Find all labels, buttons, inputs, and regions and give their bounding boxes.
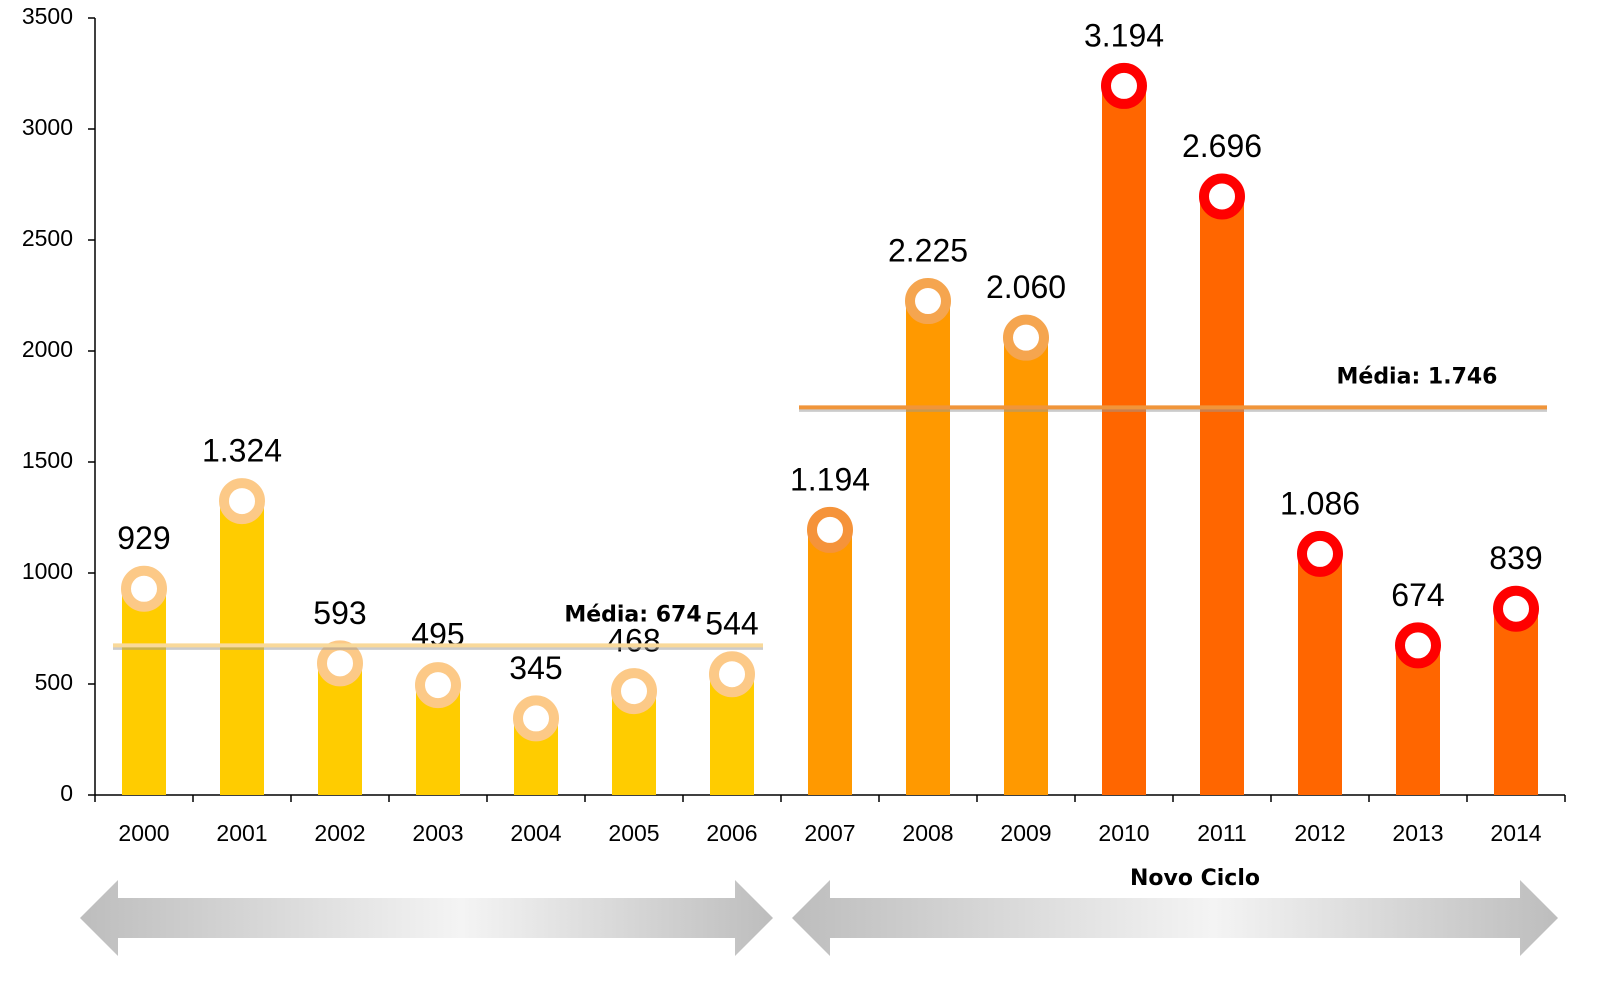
- marker: [513, 695, 559, 742]
- marker: [709, 651, 755, 698]
- y-tick-label: 3500: [22, 3, 73, 29]
- bar: [1396, 645, 1440, 795]
- value-label: 345: [509, 650, 562, 686]
- bar: [1494, 608, 1538, 795]
- y-tick-label: 2000: [22, 336, 73, 362]
- bar: [808, 529, 852, 795]
- x-tick-label: 2014: [1490, 820, 1541, 846]
- y-tick-label: 1500: [22, 447, 73, 473]
- marker: [905, 278, 951, 325]
- y-tick-label: 500: [35, 669, 73, 695]
- value-label: 1.194: [790, 461, 870, 497]
- x-tick-label: 2006: [706, 820, 757, 846]
- marker: [611, 668, 657, 715]
- average-label: Média: 674: [564, 602, 701, 627]
- x-tick-label: 2013: [1392, 820, 1443, 846]
- value-label: 544: [705, 606, 758, 642]
- bar: [1200, 196, 1244, 795]
- y-tick-label: 0: [60, 780, 73, 806]
- value-label: 593: [313, 595, 366, 631]
- x-tick-label: 2010: [1098, 820, 1149, 846]
- value-label: 2.696: [1182, 128, 1262, 164]
- bar: [1004, 337, 1048, 795]
- bar: [1298, 553, 1342, 795]
- bar: [1102, 85, 1146, 795]
- y-tick-label: 2500: [22, 225, 73, 251]
- y-tick-label: 3000: [22, 114, 73, 140]
- marker: [807, 506, 853, 553]
- value-label: 1.086: [1280, 485, 1360, 521]
- value-label: 3.194: [1084, 17, 1164, 53]
- marker: [1297, 530, 1343, 577]
- marker: [121, 565, 167, 612]
- x-tick-label: 2003: [412, 820, 463, 846]
- marker: [1493, 585, 1539, 632]
- marker: [1101, 62, 1147, 109]
- value-label: 674: [1391, 577, 1444, 613]
- value-label: 839: [1489, 540, 1542, 576]
- bar: [906, 301, 950, 795]
- value-label: 468: [607, 623, 660, 659]
- x-tick-label: 2012: [1294, 820, 1345, 846]
- annotation: Novo Ciclo: [1130, 866, 1260, 891]
- value-label: 1.324: [202, 433, 282, 469]
- x-tick-label: 2004: [510, 820, 561, 846]
- x-tick-label: 2005: [608, 820, 659, 846]
- value-label: 929: [117, 520, 170, 556]
- bar: [122, 588, 166, 795]
- x-tick-label: 2007: [804, 820, 855, 846]
- marker: [1395, 622, 1441, 669]
- value-label: 2.225: [888, 233, 968, 269]
- left-arrow: [80, 880, 773, 956]
- x-tick-label: 2000: [118, 820, 169, 846]
- value-label: 2.060: [986, 269, 1066, 305]
- x-tick-label: 2011: [1197, 820, 1246, 846]
- x-tick-label: 2009: [1000, 820, 1051, 846]
- x-tick-label: 2002: [314, 820, 365, 846]
- marker: [219, 478, 265, 525]
- marker: [415, 662, 461, 709]
- x-tick-label: 2008: [902, 820, 953, 846]
- marker: [1199, 173, 1245, 220]
- average-label: Média: 1.746: [1337, 364, 1498, 389]
- x-tick-label: 2001: [216, 820, 267, 846]
- marker: [1003, 314, 1049, 361]
- marker: [317, 640, 363, 687]
- y-tick-label: 1000: [22, 558, 73, 584]
- right-arrow: [792, 880, 1558, 956]
